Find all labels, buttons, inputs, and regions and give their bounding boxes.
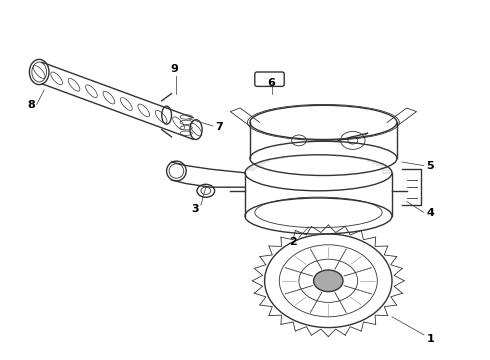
Text: 9: 9 [171,64,178,74]
Text: 8: 8 [27,100,35,110]
Text: 3: 3 [191,204,199,215]
Circle shape [314,270,343,292]
Text: 6: 6 [267,78,275,89]
Text: 7: 7 [216,122,223,132]
Text: 2: 2 [289,237,297,247]
Text: 4: 4 [426,208,434,218]
Text: 1: 1 [426,334,434,344]
Text: 5: 5 [426,161,434,171]
